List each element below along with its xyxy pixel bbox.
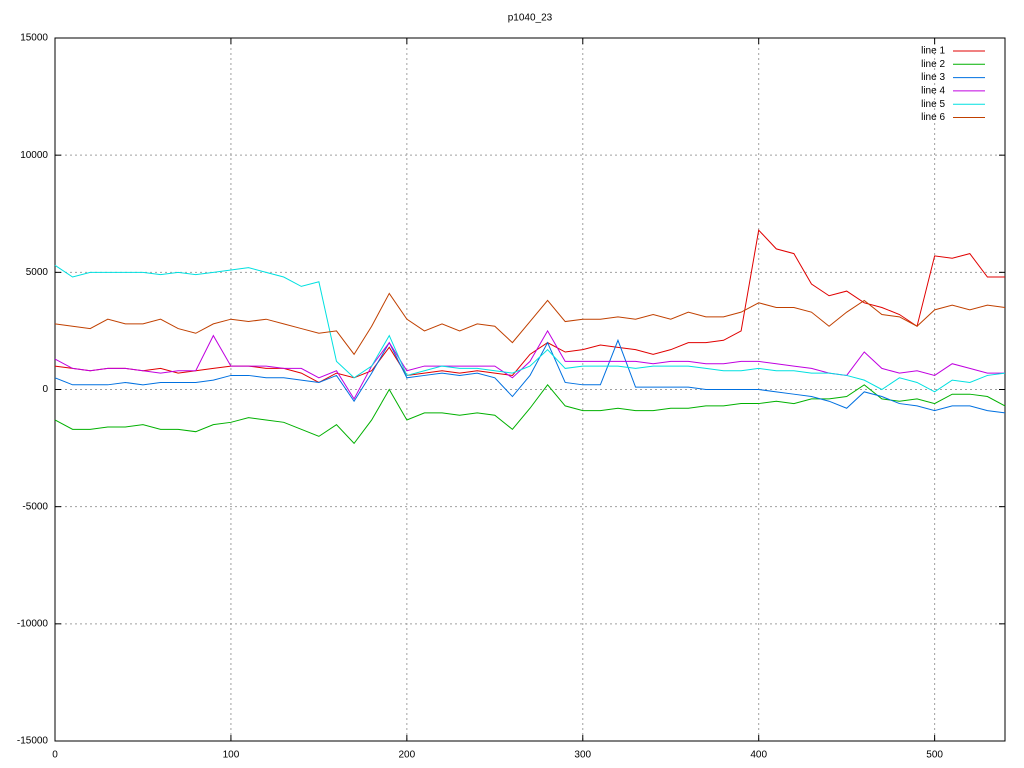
x-tick-label: 100 [223, 750, 240, 761]
x-tick-label: 400 [750, 750, 767, 761]
series-line [54, 292, 1006, 356]
legend-label: line 1 [921, 46, 945, 57]
plot-frame [54, 37, 1006, 742]
y-tick-label: -10000 [17, 618, 49, 629]
y-tick-label: 0 [42, 384, 48, 395]
legend-label: line 4 [921, 86, 945, 97]
chart-title: p1040_23 [508, 13, 553, 24]
legend-label: line 2 [921, 59, 945, 70]
y-tick-label: 15000 [20, 33, 48, 44]
x-tick-label: 300 [574, 750, 591, 761]
series-line [54, 229, 1005, 384]
x-tick-label: 0 [52, 750, 58, 761]
series-line [54, 329, 1005, 400]
y-tick-label: 5000 [26, 267, 49, 278]
legend-label: line 5 [921, 99, 945, 110]
legend-label: line 3 [921, 72, 945, 83]
series-line [54, 338, 1006, 414]
y-tick-label: -15000 [17, 736, 49, 747]
x-tick-label: 500 [926, 750, 943, 761]
y-tick-label: -5000 [22, 501, 48, 512]
y-tick-label: 10000 [20, 150, 48, 161]
series-line [54, 384, 1006, 445]
x-tick-label: 200 [399, 750, 416, 761]
legend-label: line 6 [921, 112, 945, 123]
series-line [54, 264, 1006, 393]
